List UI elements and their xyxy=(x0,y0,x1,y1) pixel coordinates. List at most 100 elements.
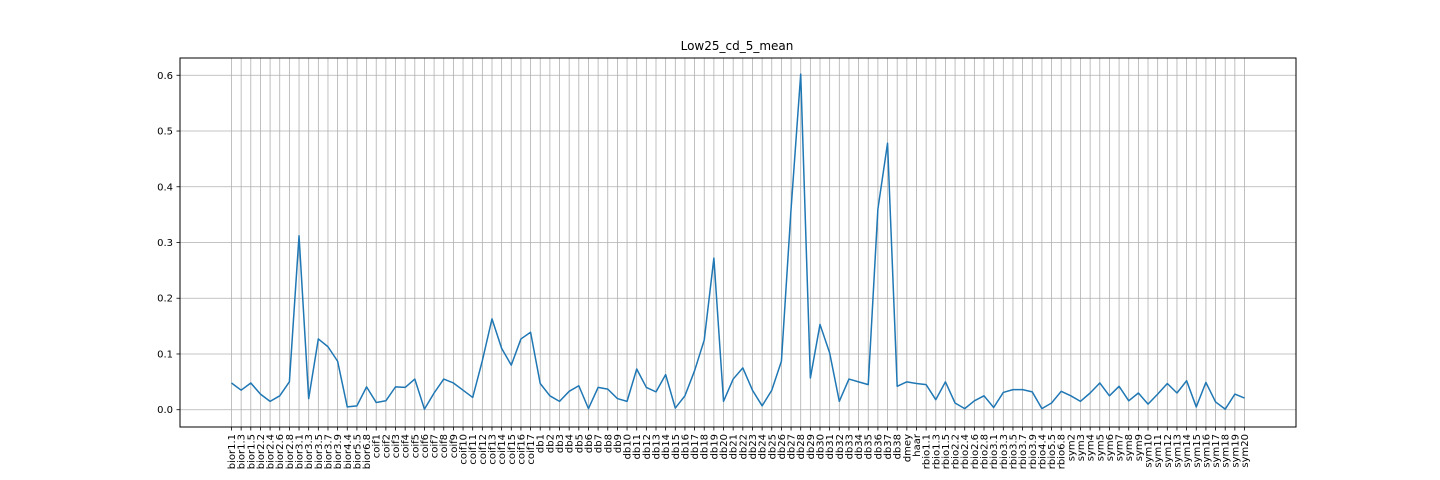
x-tick-label: bior3.5 xyxy=(314,434,325,469)
x-tick-label: coif17 xyxy=(526,434,537,465)
x-tick-label: db2 xyxy=(545,434,556,453)
x-tick-label: db35 xyxy=(864,434,875,459)
x-tick-label: bior1.5 xyxy=(246,434,257,469)
x-tick-label: rbio4.4 xyxy=(1037,434,1048,469)
x-tick-label: db12 xyxy=(642,434,653,459)
x-tick-label: db7 xyxy=(594,434,605,453)
series-line xyxy=(231,73,1245,410)
x-tick-label: db4 xyxy=(565,434,576,453)
x-tick-label: db22 xyxy=(738,434,749,459)
x-tick-label: sym5 xyxy=(1095,434,1106,461)
x-tick-label: db26 xyxy=(777,434,788,459)
x-tick-label: sym10 xyxy=(1144,434,1155,468)
x-tick-label: sym3 xyxy=(1076,434,1087,461)
x-tick-label: sym18 xyxy=(1221,434,1232,468)
x-tick-label: sym11 xyxy=(1153,434,1164,468)
x-tick-label: rbio1.5 xyxy=(941,434,952,469)
x-tick-label: bior2.8 xyxy=(285,434,296,469)
x-tick-label: rbio3.3 xyxy=(999,434,1010,469)
x-tick-label: dmey xyxy=(902,434,913,462)
x-tick-label: rbio2.6 xyxy=(970,434,981,469)
x-tick-label: sym16 xyxy=(1201,434,1212,468)
grid-lines xyxy=(180,58,1296,427)
x-tick-label: bior1.3 xyxy=(237,434,248,469)
x-tick-label: coif16 xyxy=(516,434,527,465)
x-tick-label: db32 xyxy=(835,434,846,459)
x-tick-label: coif15 xyxy=(507,434,518,465)
y-tick-label: 0.4 xyxy=(157,182,173,193)
x-tick-label: coif5 xyxy=(410,434,421,458)
x-tick-label: db18 xyxy=(700,434,711,459)
x-tick-label: bior6.8 xyxy=(362,434,373,469)
x-tick-label: db29 xyxy=(806,434,817,459)
y-axis: 0.0 0.1 0.2 0.3 0.4 0.5 0.6 xyxy=(157,71,180,416)
x-tick-label: db38 xyxy=(893,434,904,459)
x-tick-label: db5 xyxy=(574,434,585,453)
x-tick-label: rbio3.9 xyxy=(1028,434,1039,469)
y-tick-label: 0.0 xyxy=(157,405,173,416)
x-tick-label: sym12 xyxy=(1163,434,1174,468)
x-tick-label: db1 xyxy=(536,434,547,453)
x-tick-label: bior3.3 xyxy=(304,434,315,469)
x-tick-label: db20 xyxy=(719,434,730,459)
x-tick-label: bior1.1 xyxy=(227,434,238,469)
x-tick-label: db14 xyxy=(661,434,672,459)
x-tick-label: sym19 xyxy=(1230,434,1241,468)
x-tick-label: coif9 xyxy=(449,434,460,458)
x-tick-label: bior3.1 xyxy=(295,434,306,469)
plot-frame xyxy=(179,57,1297,428)
x-tick-label: sym20 xyxy=(1240,434,1251,468)
x-tick-label: db8 xyxy=(603,434,614,453)
x-tick-label: bior3.7 xyxy=(323,434,334,469)
x-tick-label: db17 xyxy=(690,434,701,459)
x-tick-label: sym6 xyxy=(1105,434,1116,461)
x-tick-label: db10 xyxy=(623,434,634,459)
x-tick-label: coif3 xyxy=(391,434,402,458)
x-tick-label: db21 xyxy=(729,434,740,459)
x-tick-label: db34 xyxy=(854,434,865,459)
x-tick-label: db13 xyxy=(651,434,662,459)
x-tick-label: sym2 xyxy=(1066,434,1077,461)
x-tick-label: coif12 xyxy=(478,434,489,465)
y-tick-label: 0.6 xyxy=(157,71,173,82)
x-tick-label: coif6 xyxy=(420,434,431,458)
x-tick-label: sym8 xyxy=(1124,434,1135,461)
x-tick-label: coif11 xyxy=(468,434,479,465)
x-tick-label: db30 xyxy=(816,434,827,459)
x-tick-label: coif10 xyxy=(459,434,470,465)
x-tick-label: bior2.6 xyxy=(275,434,286,469)
y-tick-label: 0.3 xyxy=(157,238,173,249)
x-tick-label: sym4 xyxy=(1086,434,1097,461)
x-tick-label: coif13 xyxy=(487,434,498,465)
x-tick-label: db25 xyxy=(767,434,778,459)
x-tick-label: rbio5.5 xyxy=(1047,434,1058,469)
x-axis: bior1.1bior1.3bior1.5bior2.2bior2.4bior2… xyxy=(227,427,1251,469)
x-tick-label: db9 xyxy=(613,434,624,453)
x-tick-label: db33 xyxy=(844,434,855,459)
x-tick-label: sym13 xyxy=(1172,434,1183,468)
y-tick-label: 0.2 xyxy=(157,294,173,305)
x-tick-label: rbio2.4 xyxy=(960,434,971,469)
x-tick-label: rbio3.5 xyxy=(1008,434,1019,469)
x-tick-label: rbio1.1 xyxy=(922,434,933,469)
x-tick-label: db24 xyxy=(758,434,769,459)
x-tick-label: db36 xyxy=(873,434,884,459)
x-tick-label: sym15 xyxy=(1192,434,1203,468)
x-tick-label: coif4 xyxy=(401,434,412,458)
x-tick-label: coif14 xyxy=(497,434,508,465)
x-tick-label: coif8 xyxy=(439,434,450,458)
x-tick-label: rbio2.2 xyxy=(951,434,962,469)
x-tick-label: db16 xyxy=(680,434,691,459)
x-tick-label: coif1 xyxy=(372,434,383,458)
x-tick-label: sym17 xyxy=(1211,434,1222,468)
x-tick-label: bior2.2 xyxy=(256,434,267,469)
x-tick-label: db31 xyxy=(825,434,836,459)
x-tick-label: rbio2.8 xyxy=(980,434,991,469)
y-tick-label: 0.5 xyxy=(157,127,173,138)
x-tick-label: db28 xyxy=(796,434,807,459)
x-tick-label: bior5.5 xyxy=(352,434,363,469)
x-tick-label: db37 xyxy=(883,434,894,459)
x-tick-label: rbio3.1 xyxy=(989,434,1000,469)
x-tick-label: coif7 xyxy=(430,434,441,458)
